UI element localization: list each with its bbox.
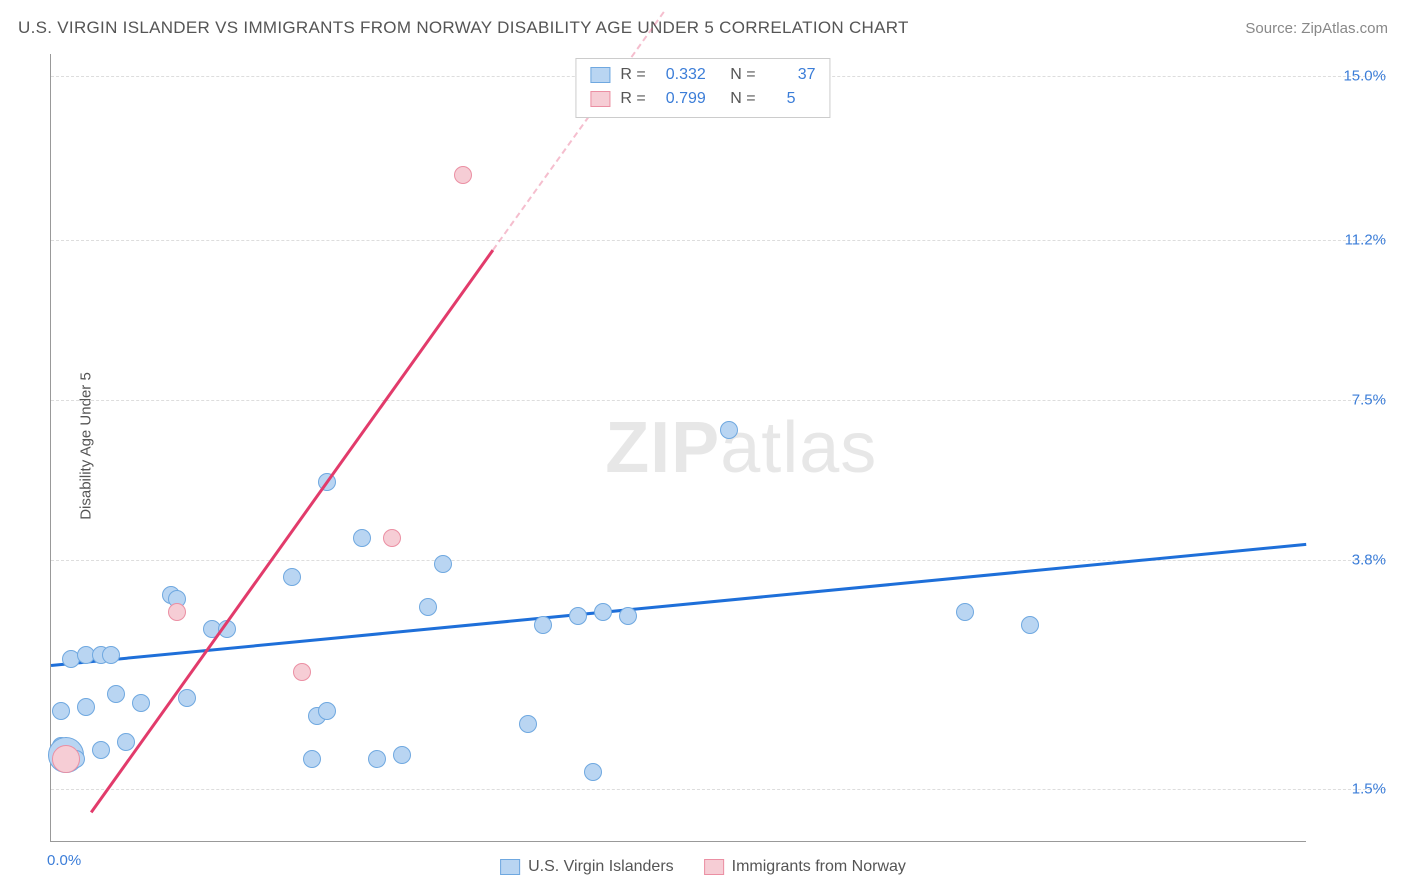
- data-point-usvi: [178, 689, 196, 707]
- r-value-usvi: 0.332: [656, 63, 706, 87]
- watermark-light: atlas: [720, 408, 877, 488]
- data-point-usvi: [956, 603, 974, 621]
- n-value-norway: 5: [766, 87, 796, 111]
- r-label: R =: [620, 87, 645, 111]
- source-attribution: Source: ZipAtlas.com: [1245, 20, 1388, 37]
- data-point-usvi: [368, 750, 386, 768]
- data-point-usvi: [107, 685, 125, 703]
- data-point-usvi: [1021, 616, 1039, 634]
- legend-label-usvi: U.S. Virgin Islanders: [528, 858, 674, 876]
- data-point-norway: [168, 603, 186, 621]
- y-tick-label: 11.2%: [1316, 231, 1386, 248]
- data-point-usvi: [434, 555, 452, 573]
- y-tick-label: 15.0%: [1316, 67, 1386, 84]
- source-value: ZipAtlas.com: [1301, 20, 1388, 37]
- data-point-usvi: [92, 741, 110, 759]
- legend-item-usvi: U.S. Virgin Islanders: [500, 858, 674, 876]
- series-legend: U.S. Virgin Islanders Immigrants from No…: [500, 858, 906, 876]
- title-bar: U.S. VIRGIN ISLANDER VS IMMIGRANTS FROM …: [18, 18, 1388, 38]
- gridline: [51, 240, 1386, 241]
- data-point-usvi: [619, 607, 637, 625]
- data-point-usvi: [584, 763, 602, 781]
- r-value-norway: 0.799: [656, 87, 706, 111]
- data-point-usvi: [117, 733, 135, 751]
- data-point-norway: [454, 166, 472, 184]
- swatch-norway-bottom: [704, 859, 724, 875]
- chart-title: U.S. VIRGIN ISLANDER VS IMMIGRANTS FROM …: [18, 18, 909, 38]
- correlation-legend: R = 0.332 N = 37 R = 0.799 N = 5: [575, 58, 830, 118]
- swatch-usvi: [590, 67, 610, 83]
- data-point-usvi: [419, 598, 437, 616]
- n-value-usvi: 37: [766, 63, 816, 87]
- data-point-usvi: [393, 746, 411, 764]
- gridline: [51, 400, 1386, 401]
- data-point-usvi: [720, 421, 738, 439]
- y-tick-label: 7.5%: [1316, 391, 1386, 408]
- legend-item-norway: Immigrants from Norway: [704, 858, 906, 876]
- data-point-norway: [52, 745, 80, 773]
- data-point-usvi: [519, 715, 537, 733]
- data-point-usvi: [353, 529, 371, 547]
- y-tick-label: 3.8%: [1316, 551, 1386, 568]
- legend-label-norway: Immigrants from Norway: [732, 858, 906, 876]
- r-label: R =: [620, 63, 645, 87]
- data-point-norway: [383, 529, 401, 547]
- correlation-row-usvi: R = 0.332 N = 37: [590, 63, 815, 87]
- x-tick-label: 0.0%: [47, 852, 81, 869]
- y-tick-label: 1.5%: [1316, 781, 1386, 798]
- data-point-usvi: [283, 568, 301, 586]
- data-point-usvi: [52, 702, 70, 720]
- gridline: [51, 560, 1386, 561]
- swatch-norway: [590, 91, 610, 107]
- data-point-usvi: [303, 750, 321, 768]
- data-point-usvi: [318, 702, 336, 720]
- data-point-usvi: [534, 616, 552, 634]
- data-point-usvi: [102, 646, 120, 664]
- swatch-usvi-bottom: [500, 859, 520, 875]
- data-point-norway: [293, 663, 311, 681]
- n-label: N =: [730, 87, 755, 111]
- data-point-usvi: [569, 607, 587, 625]
- watermark-bold: ZIP: [605, 408, 720, 488]
- gridline: [51, 789, 1386, 790]
- trend-line: [90, 249, 494, 813]
- data-point-usvi: [594, 603, 612, 621]
- data-point-usvi: [132, 694, 150, 712]
- n-label: N =: [730, 63, 755, 87]
- data-point-usvi: [77, 698, 95, 716]
- scatter-plot: ZIPatlas 15.0%11.2%7.5%3.8%1.5%0.0%: [50, 54, 1306, 842]
- trend-line-extrapolated: [492, 11, 664, 250]
- correlation-row-norway: R = 0.799 N = 5: [590, 87, 815, 111]
- source-label: Source:: [1245, 20, 1301, 37]
- watermark: ZIPatlas: [605, 407, 877, 489]
